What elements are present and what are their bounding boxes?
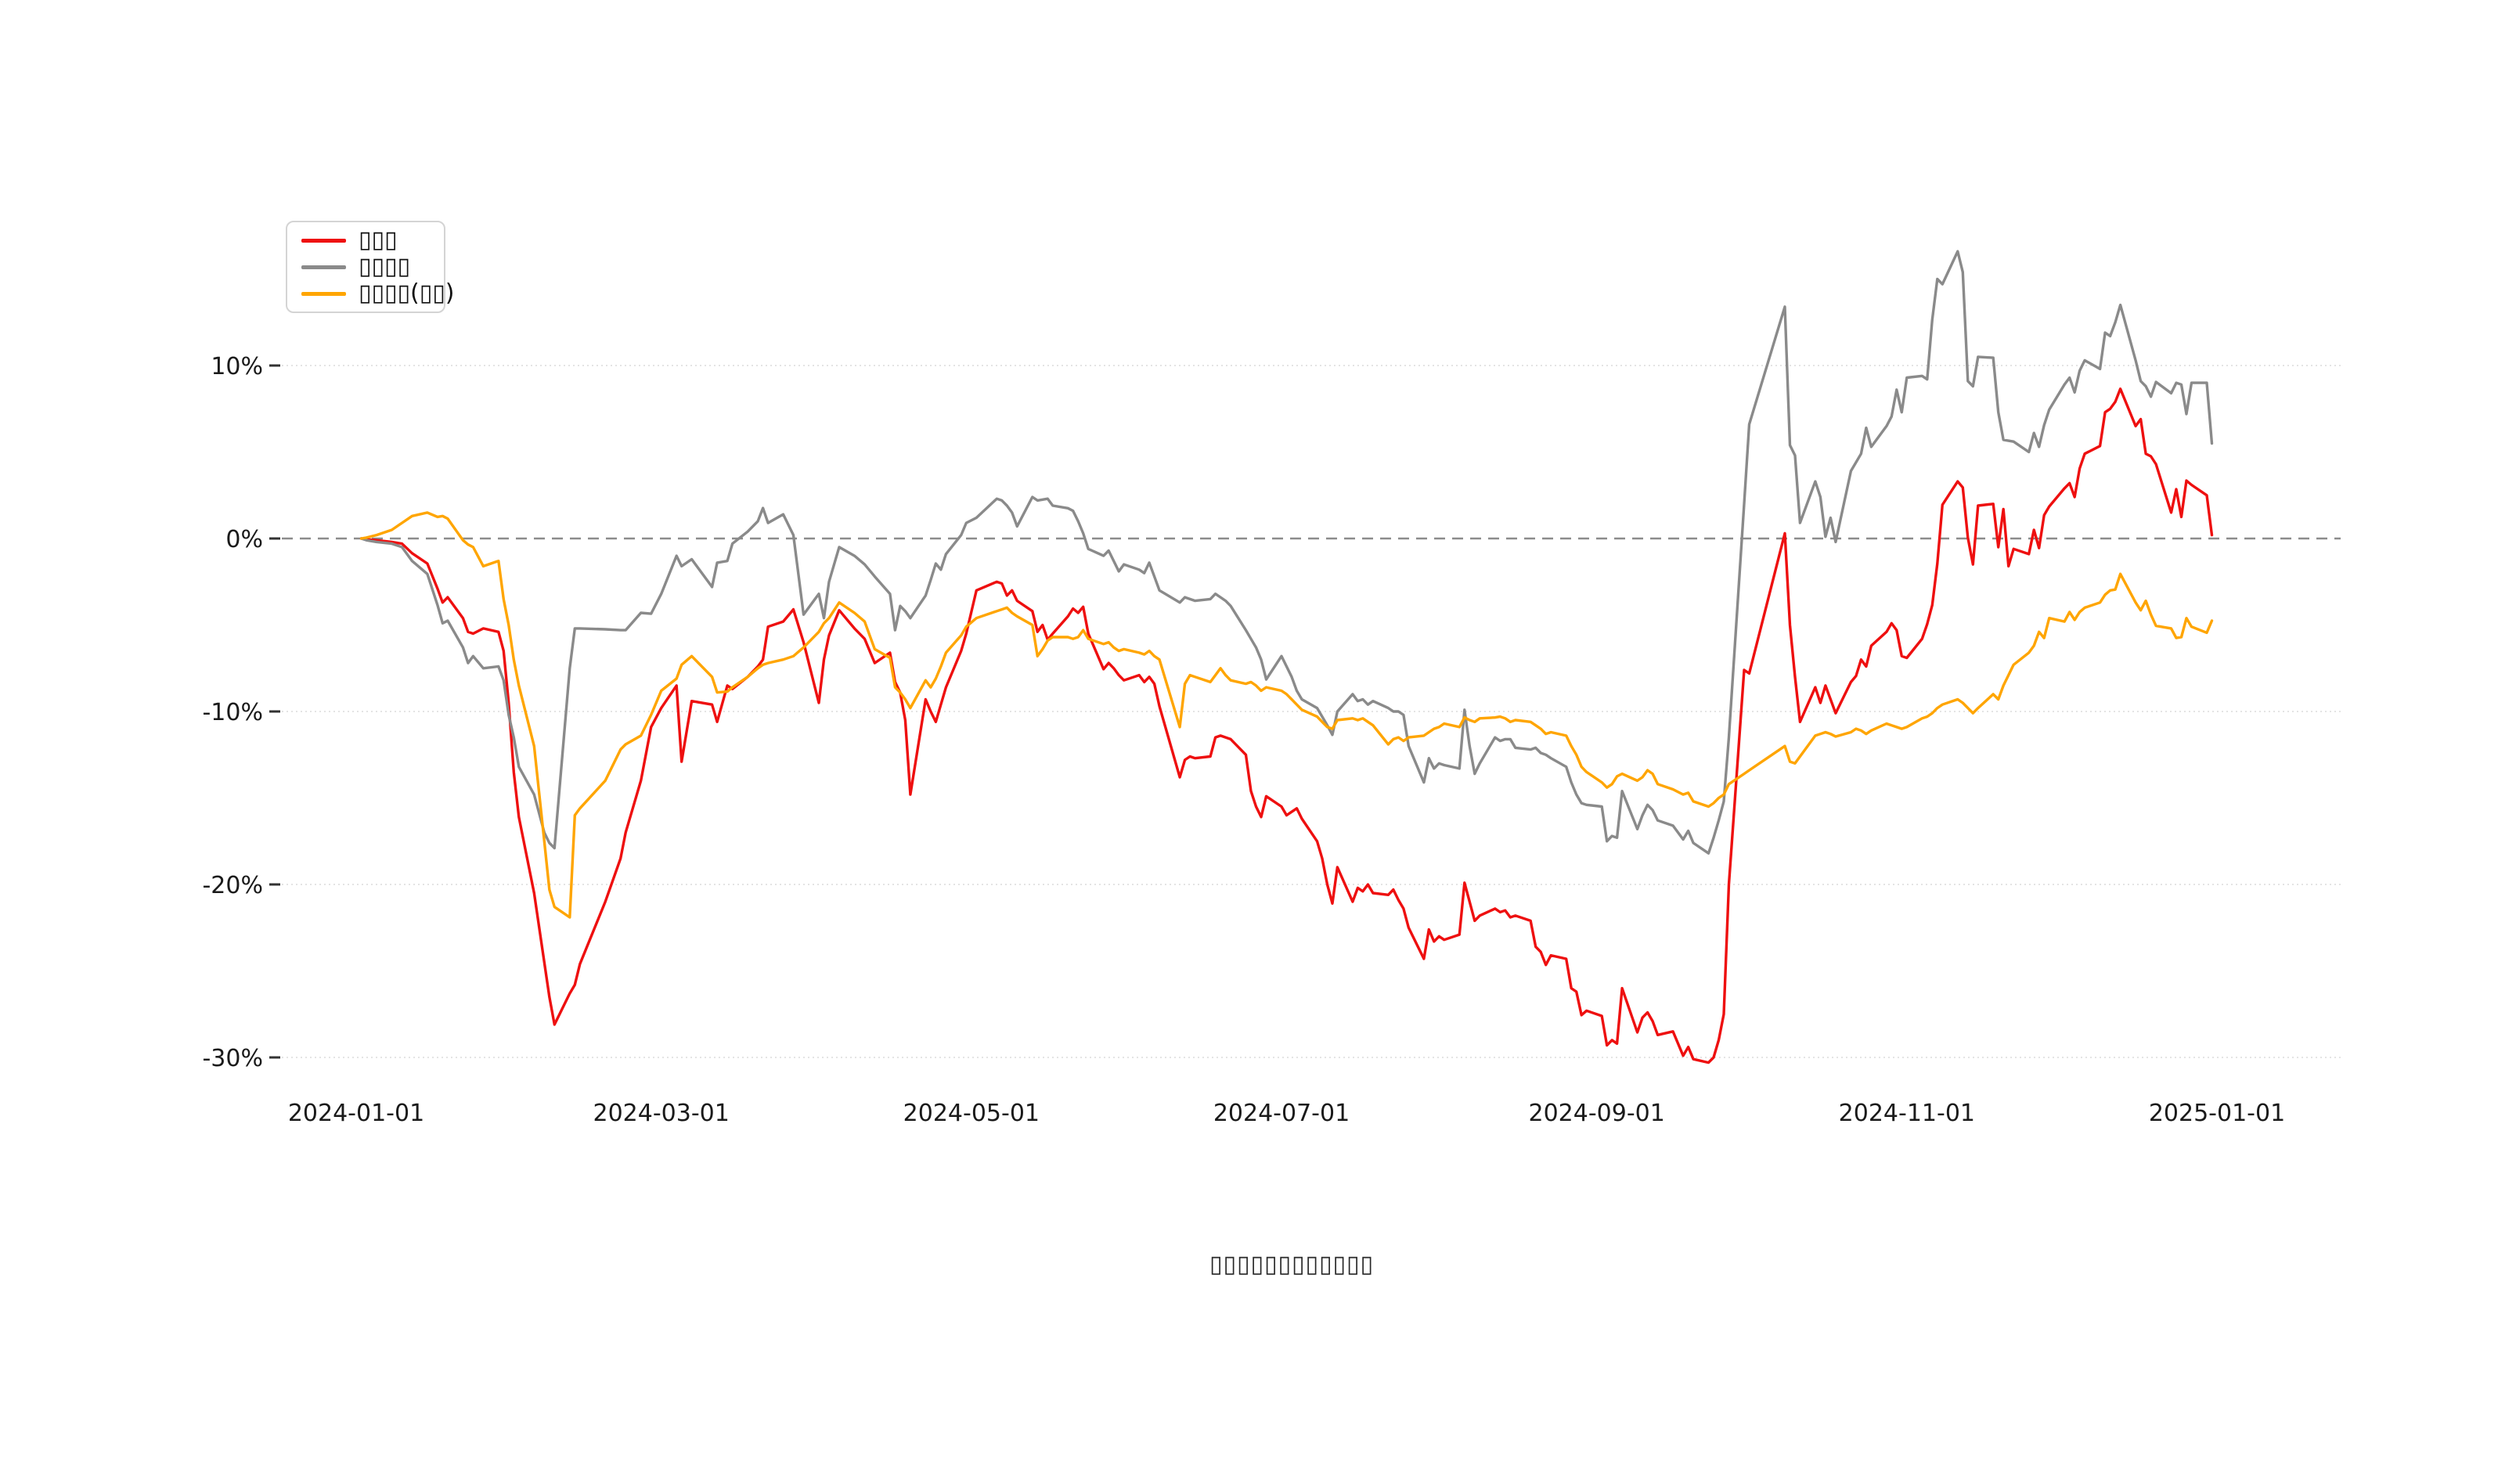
x-tick-label: 2025-01-01 (2149, 1100, 2285, 1127)
x-tick-label: 2024-11-01 (1839, 1100, 1975, 1127)
legend-label: ▯▯▯▯ (359, 253, 411, 280)
y-tick-label: -10% (202, 699, 263, 726)
legend-item: ▯▯▯▯ (287, 255, 444, 279)
legend-line-swatch (301, 238, 346, 243)
series-line-1 (359, 250, 2214, 855)
series-line-2 (359, 511, 2214, 919)
legend-item: ▯▯▯ (287, 229, 444, 252)
y-tick-label: 0% (225, 526, 263, 553)
y-tick-label: -30% (202, 1045, 263, 1072)
legend-line-swatch (301, 265, 346, 269)
legend: ▯▯▯ ▯▯▯▯ ▯▯▯▯(▯▯) (286, 221, 454, 313)
x-tick-label: 2024-01-01 (288, 1100, 424, 1127)
x-tick-label: 2024-05-01 (903, 1100, 1040, 1127)
legend-line-swatch (301, 291, 346, 296)
x-tick-label: 2024-09-01 (1528, 1100, 1664, 1127)
legend-item: ▯▯▯▯(▯▯) (287, 282, 454, 305)
legend-label: ▯▯▯▯(▯▯) (359, 279, 455, 307)
y-tick-label: 10% (211, 353, 263, 380)
legend-label: ▯▯▯ (359, 226, 398, 254)
series-line-0 (359, 387, 2214, 1064)
chart-caption: ▯▯▯▯▯▯▯▯▯▯▯▯ (1209, 1251, 1375, 1278)
x-tick-label: 2024-03-01 (593, 1100, 729, 1127)
y-tick-label: -20% (202, 872, 263, 899)
x-tick-label: 2024-07-01 (1213, 1100, 1350, 1127)
